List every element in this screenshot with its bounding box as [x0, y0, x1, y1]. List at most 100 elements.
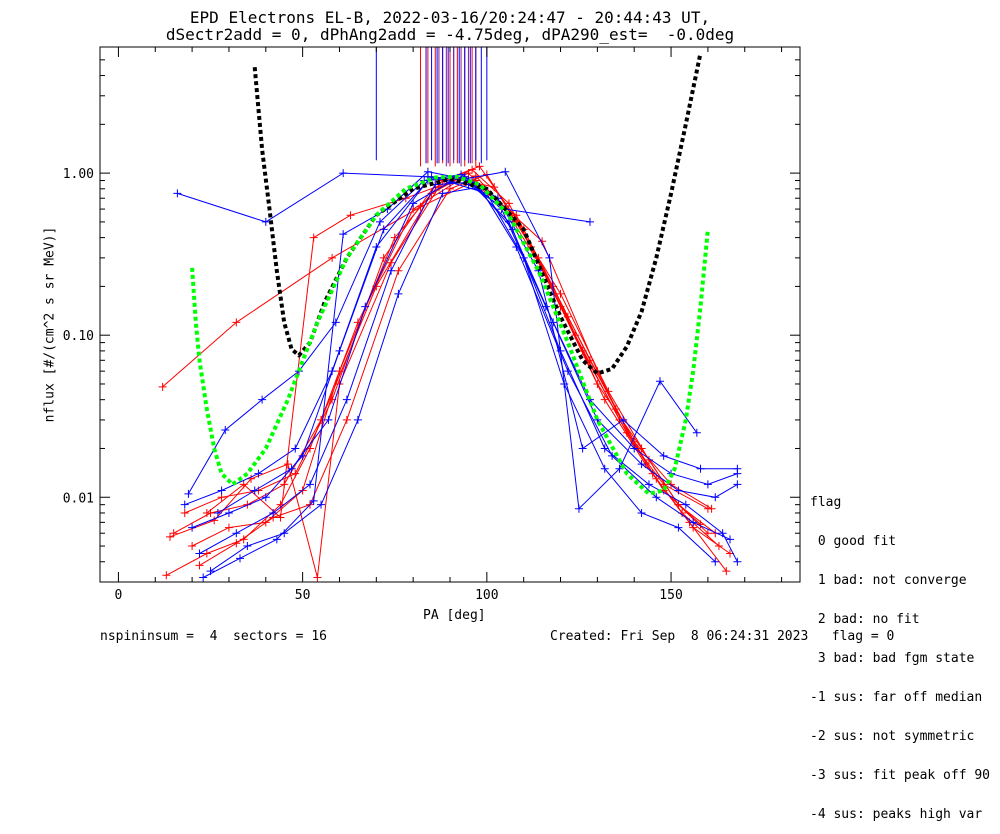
data-point-blue-7 — [545, 253, 554, 262]
data-point-red-4 — [504, 199, 513, 208]
data-point-blue-7 — [199, 573, 208, 582]
data-point-red-5 — [475, 162, 484, 171]
y-tick-label: 0.10 — [63, 329, 94, 344]
footer-right: Created: Fri Sep 8 06:24:31 2023 flag = … — [550, 629, 895, 644]
data-point-blue-1 — [173, 189, 182, 198]
data-point-blue-8 — [600, 464, 609, 473]
data-point-blue-7 — [339, 230, 348, 239]
data-point-red-2 — [202, 549, 211, 558]
data-point-blue-8 — [324, 415, 333, 424]
data-point-blue-7 — [423, 167, 432, 176]
data-point-blue-5 — [608, 451, 617, 460]
series-line-blue-5 — [210, 186, 731, 572]
data-point-blue-5 — [353, 415, 362, 424]
series-line-red-1 — [162, 179, 709, 510]
x-axis-label: PA [deg] — [423, 608, 486, 623]
data-point-blue-6 — [659, 451, 668, 460]
x-tick-label: 100 — [475, 588, 498, 603]
data-point-red-1 — [328, 253, 337, 262]
data-point-blue-6 — [221, 426, 230, 435]
data-point-blue-4 — [269, 508, 278, 517]
data-point-blue-6 — [578, 444, 587, 453]
data-point-red-2 — [722, 567, 731, 576]
fit-curve-black-fit — [252, 52, 703, 376]
data-point-blue-7 — [501, 167, 510, 176]
data-point-blue-1 — [586, 217, 594, 226]
data-point-red-7 — [247, 474, 256, 483]
data-point-red-8 — [202, 508, 211, 517]
series-line-red-4 — [184, 169, 720, 547]
data-point-blue-2 — [703, 480, 712, 489]
data-point-blue-6 — [258, 395, 267, 404]
data-point-red-6 — [394, 266, 403, 275]
legend-item: -2 sus: not symmetric — [810, 729, 975, 744]
chart-title: EPD Electrons EL-B, 2022-03-16/20:24:47 … — [189, 8, 711, 27]
data-point-blue-4 — [681, 500, 690, 509]
data-point-blue-7 — [574, 504, 583, 513]
data-point-blue-2 — [291, 444, 300, 453]
data-point-red-8 — [707, 504, 716, 513]
data-point-blue-5 — [563, 367, 572, 376]
legend-item: 1 bad: not converge — [810, 573, 967, 588]
data-point-blue-3 — [298, 451, 307, 460]
flag-legend: flag 0 good fit 1 bad: not converge 2 ba… — [810, 470, 990, 834]
data-point-red-7 — [387, 258, 396, 267]
data-point-blue-2 — [180, 500, 189, 509]
data-point-red-5 — [335, 367, 344, 376]
x-tick-label: 0 — [115, 588, 123, 603]
data-point-blue-4 — [232, 529, 241, 538]
data-point-red-5 — [188, 542, 197, 551]
data-point-blue-7 — [236, 554, 244, 563]
data-point-red-8 — [309, 233, 318, 242]
data-point-blue-5 — [726, 535, 734, 544]
y-axis-label: nflux [#/(cm^2 s sr MeV)] — [42, 226, 58, 423]
series-line-red-7 — [169, 175, 709, 578]
series-line-blue-8 — [217, 181, 716, 563]
data-point-red-7 — [313, 573, 322, 582]
chart-subtitle: dSectr2add = 0, dPhAng2add = -4.75deg, d… — [165, 25, 735, 44]
data-point-red-7 — [471, 171, 480, 180]
data-point-blue-6 — [619, 415, 628, 424]
data-point-blue-3 — [224, 508, 233, 517]
data-point-blue-8 — [409, 199, 418, 208]
data-point-blue-3 — [261, 493, 270, 502]
spikes-group — [375, 47, 488, 167]
data-point-blue-5 — [243, 542, 252, 551]
legend-item: 0 good fit — [810, 534, 897, 549]
data-point-blue-5 — [280, 529, 289, 538]
data-point-blue-5 — [317, 500, 326, 509]
data-point-blue-2 — [630, 444, 639, 453]
data-point-blue-4 — [195, 549, 204, 558]
data-point-blue-4 — [644, 480, 653, 489]
data-point-red-8 — [276, 513, 285, 522]
fits-group — [190, 52, 710, 496]
data-point-blue-4 — [600, 444, 609, 453]
data-point-red-7 — [703, 529, 712, 538]
legend-item: -1 sus: far off median — [810, 690, 983, 705]
footer-left: nspininsum = 4 sectors = 16 — [100, 629, 327, 644]
axes-group: 0 50 100 150 1.00 0.10 0.01 — [63, 46, 801, 603]
data-point-red-1 — [158, 382, 167, 391]
data-point-blue-8 — [287, 464, 296, 473]
data-point-red-7 — [556, 289, 565, 298]
data-point-red-8 — [239, 480, 248, 489]
data-point-blue-2 — [217, 486, 226, 495]
data-point-blue-8 — [519, 253, 528, 262]
data-point-red-2 — [162, 571, 171, 580]
data-point-blue-3 — [188, 523, 197, 532]
data-point-red-4 — [180, 508, 189, 517]
data-point-blue-7 — [272, 535, 281, 544]
data-point-red-7 — [283, 460, 292, 469]
data-point-blue-4 — [733, 557, 742, 566]
data-point-blue-2 — [254, 469, 263, 478]
data-point-red-6 — [232, 539, 241, 548]
data-point-blue-8 — [250, 486, 259, 495]
x-tick-label: 50 — [295, 588, 311, 603]
data-point-red-7 — [166, 532, 174, 541]
data-point-red-6 — [195, 561, 204, 570]
data-point-blue-1 — [261, 217, 270, 226]
data-point-blue-8 — [637, 508, 646, 517]
legend-item: -3 sus: fit peak off 90 — [810, 768, 991, 783]
data-point-blue-4 — [387, 266, 396, 275]
data-point-blue-6 — [733, 464, 742, 473]
